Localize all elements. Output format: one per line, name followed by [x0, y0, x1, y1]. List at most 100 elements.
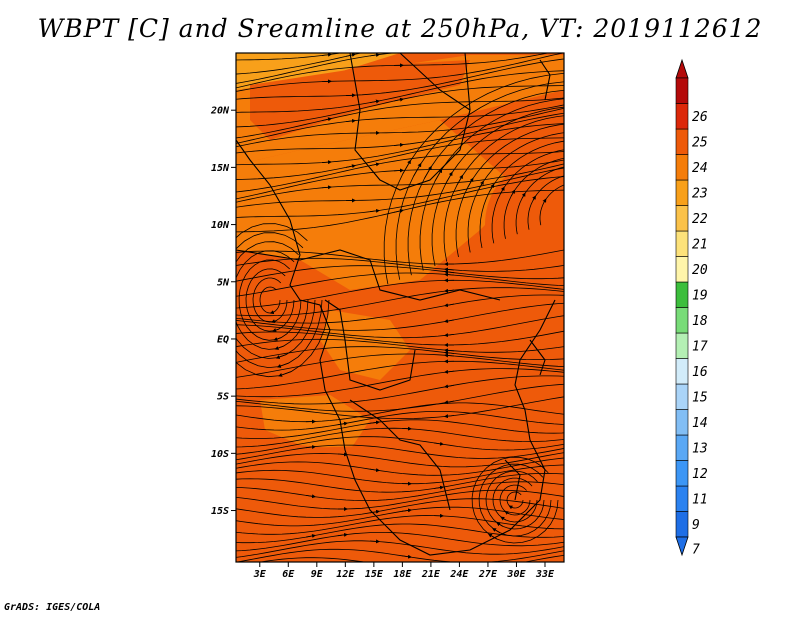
- colorbar-swatch: [675, 511, 689, 538]
- streamline-arrow: [272, 328, 279, 332]
- streamline-arrow: [500, 516, 507, 521]
- streamline-arrow: [369, 468, 380, 473]
- streamline: [236, 346, 564, 363]
- lon-tick-label: 21E: [421, 569, 441, 580]
- streamline-arrow: [337, 452, 348, 457]
- streamline-arrow: [542, 198, 547, 203]
- colorbar-swatch: [675, 230, 689, 257]
- colorbar-label: 16: [692, 365, 708, 380]
- coastlines-borders: [236, 53, 556, 556]
- streamline: [236, 137, 564, 180]
- streamline-arrow: [271, 319, 277, 323]
- streamline-arrow: [369, 509, 380, 514]
- streamline: [236, 257, 564, 272]
- streamline: [491, 149, 564, 244]
- lat-tick-label: EQ: [217, 334, 229, 345]
- colorbar: 7 9 11 12 13 14 15 16 17 18 19 20 21 22 23 24 25 26: [675, 58, 708, 558]
- lat-tick-label: 5N: [217, 277, 230, 288]
- streamline: [478, 463, 552, 537]
- colorbar-swatch: [675, 77, 689, 104]
- streamline: [383, 73, 564, 285]
- streamline: [479, 140, 564, 248]
- streamline-arrow: [424, 165, 432, 179]
- colorbar-label: 12: [692, 467, 708, 482]
- colorbar-swatch: [675, 460, 689, 487]
- streamline-arrow: [393, 142, 404, 147]
- streamline: [236, 249, 564, 265]
- colorbar-label: 18: [692, 314, 708, 329]
- streamline-arrow: [444, 348, 455, 353]
- colorbar-label: 26: [692, 110, 708, 125]
- lat-tick-label: 10N: [211, 220, 230, 231]
- streamline: [407, 89, 564, 276]
- streamline-arrow: [337, 421, 348, 426]
- streamline: [236, 481, 564, 502]
- streamline-arrow: [369, 420, 380, 425]
- wbpt-shade-south: [236, 440, 564, 562]
- streamline-arrow: [444, 369, 455, 374]
- streamline: [236, 411, 564, 431]
- streamline: [236, 402, 564, 423]
- streamline: [503, 157, 564, 239]
- streamline-arrow: [444, 353, 455, 358]
- streamline: [236, 315, 564, 339]
- streamline: [236, 427, 564, 448]
- streamline: [236, 396, 564, 419]
- streamline-arrow: [337, 532, 348, 537]
- lon-tick-label: 12E: [336, 569, 355, 580]
- streamline-arrow: [269, 310, 275, 315]
- streamline-arrow: [433, 441, 444, 446]
- streamline: [236, 53, 343, 61]
- streamline: [252, 277, 288, 323]
- colorbar-swatch: [675, 434, 689, 461]
- colorbar-swatch: [675, 179, 689, 206]
- streamline: [236, 338, 564, 353]
- streamline-arrow: [369, 99, 380, 104]
- streamline: [236, 294, 564, 324]
- streamline: [236, 167, 564, 208]
- streamline: [395, 81, 564, 280]
- streamline-arrow: [508, 505, 514, 510]
- colorbar-label: 13: [692, 441, 708, 456]
- streamline: [236, 232, 323, 369]
- streamline: [238, 259, 302, 341]
- streamline-arrow: [413, 162, 422, 177]
- streamline-arrow: [274, 345, 284, 350]
- streamline: [236, 58, 564, 100]
- streamline-arrow: [532, 195, 536, 201]
- streamline: [455, 123, 564, 258]
- streamline: [492, 477, 538, 523]
- streamline: [236, 489, 564, 510]
- streamline-arrow: [489, 183, 495, 192]
- streamline: [236, 250, 309, 350]
- colorbar-swatch: [675, 358, 689, 385]
- streamline: [236, 151, 564, 193]
- colorbar-swatch: [675, 205, 689, 232]
- colorbar-swatch: [675, 383, 689, 410]
- streamline: [236, 123, 564, 166]
- streamline: [236, 241, 316, 359]
- streamline-arrow: [500, 186, 505, 195]
- streamline: [258, 554, 564, 562]
- streamline-arrow: [321, 160, 332, 165]
- streamline-arrow: [444, 333, 455, 338]
- streamline-arrow: [467, 177, 474, 188]
- streamline: [236, 70, 564, 113]
- streamline: [236, 53, 564, 92]
- streamline: [506, 491, 524, 509]
- streamline-arrow: [434, 168, 443, 181]
- lon-tick-label: 27E: [478, 569, 498, 580]
- streamline-arrow: [487, 533, 498, 540]
- streamline: [236, 548, 564, 562]
- streamline: [245, 268, 295, 332]
- streamline: [236, 287, 564, 317]
- streamline: [471, 456, 559, 544]
- streamline-arrow: [504, 511, 509, 515]
- streamline-arrow: [496, 522, 504, 527]
- streamline: [236, 223, 330, 378]
- streamline-arrow: [393, 97, 404, 102]
- colorbar-label: 19: [692, 288, 708, 303]
- streamline-arrow: [345, 118, 356, 123]
- lat-tick-label: 15S: [211, 506, 229, 517]
- streamline: [236, 464, 564, 485]
